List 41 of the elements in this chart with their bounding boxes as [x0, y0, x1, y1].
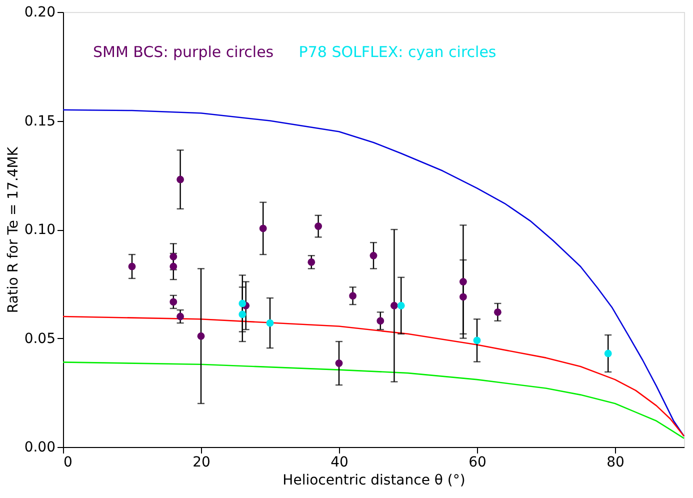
x-tick-label: 60 [468, 454, 486, 470]
point [397, 302, 405, 310]
y-tick-label: 0.00 [24, 440, 56, 456]
point [370, 252, 378, 260]
point [197, 332, 205, 340]
point [128, 262, 136, 270]
y-tick-label: 0.05 [24, 330, 56, 347]
point [459, 278, 467, 286]
point [238, 310, 246, 318]
point [170, 298, 178, 306]
point [170, 262, 178, 270]
point [308, 258, 316, 266]
annotation: SMM BCS: purple circles [93, 43, 274, 61]
y-tick-label: 0.10 [24, 222, 56, 238]
point [335, 360, 343, 367]
y-tick-label: 0.15 [24, 113, 56, 130]
x-tick-label: 40 [330, 454, 348, 470]
point [459, 293, 467, 301]
point [176, 312, 184, 320]
point [494, 308, 502, 316]
x-axis-title: Heliocentric distance θ (°) [282, 472, 466, 488]
point [349, 292, 357, 300]
point [266, 319, 274, 327]
point [314, 222, 322, 230]
y-axis-title: Ratio R for Te = 17.4MK [5, 146, 22, 314]
point [473, 336, 481, 344]
line-series [62, 109, 685, 437]
x-tick-label: 80 [606, 454, 624, 470]
line-series [62, 362, 685, 439]
x-tick-label: 20 [192, 454, 210, 470]
point [604, 350, 612, 358]
point [238, 300, 246, 308]
point [390, 302, 398, 310]
line-series [62, 316, 685, 437]
y-tick-label: 0.20 [24, 4, 56, 20]
annotation: P78 SOLFLEX: cyan circles [298, 43, 496, 61]
x-tick-label: 0 [64, 454, 72, 470]
point [176, 176, 184, 184]
point [376, 317, 384, 325]
point [170, 252, 178, 260]
point [259, 224, 267, 232]
